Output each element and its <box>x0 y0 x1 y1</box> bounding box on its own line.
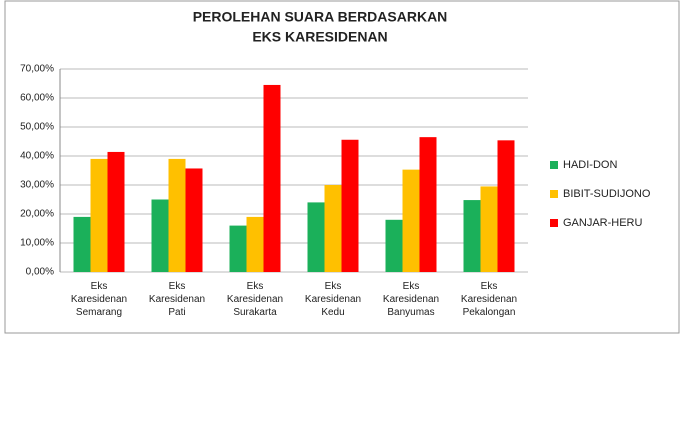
y-tick-label: 50,00% <box>20 122 54 133</box>
bar <box>90 158 108 272</box>
legend-swatch <box>550 190 558 198</box>
bar <box>480 186 498 272</box>
bar <box>402 169 420 272</box>
bar <box>151 199 169 272</box>
x-tick-label: Eks Karesidenan Semarang <box>70 281 128 318</box>
y-tick-label: 30,00% <box>20 180 54 191</box>
bar <box>497 140 515 272</box>
x-tick-label: Eks Karesidenan Pekalongan <box>460 281 518 318</box>
x-tick-label: Eks Karesidenan Pati <box>148 281 206 318</box>
x-tick-label: Eks Karesidenan Banyumas <box>382 281 440 318</box>
x-tick-label: Eks Karesidenan Surakarta <box>226 281 284 318</box>
bar <box>246 216 264 272</box>
bar <box>73 216 91 272</box>
bar <box>324 185 342 272</box>
bar <box>307 202 325 272</box>
legend-swatch <box>550 219 558 227</box>
bar <box>419 137 437 272</box>
bar <box>341 139 359 272</box>
bar <box>107 151 125 272</box>
legend-label: HADI-DON <box>563 159 617 171</box>
chart-title: PEROLEHAN SUARA BERDASARKAN <box>193 9 448 25</box>
legend-swatch <box>550 161 558 169</box>
bar <box>185 168 203 272</box>
bar <box>168 158 186 272</box>
y-tick-label: 0,00% <box>26 267 54 278</box>
x-tick-label: Eks Karesidenan Kedu <box>304 281 362 318</box>
y-tick-label: 10,00% <box>20 238 54 249</box>
bar <box>263 84 281 272</box>
bar <box>385 219 403 272</box>
bar <box>463 200 481 272</box>
y-tick-label: 20,00% <box>20 209 54 220</box>
y-tick-label: 70,00% <box>20 64 54 75</box>
legend-label: BIBIT-SUDIJONO <box>563 188 651 200</box>
bar <box>229 225 247 272</box>
y-tick-label: 60,00% <box>20 93 54 104</box>
legend-label: GANJAR-HERU <box>563 217 643 229</box>
y-tick-label: 40,00% <box>20 151 54 162</box>
chart-title: EKS KARESIDENAN <box>252 29 387 45</box>
